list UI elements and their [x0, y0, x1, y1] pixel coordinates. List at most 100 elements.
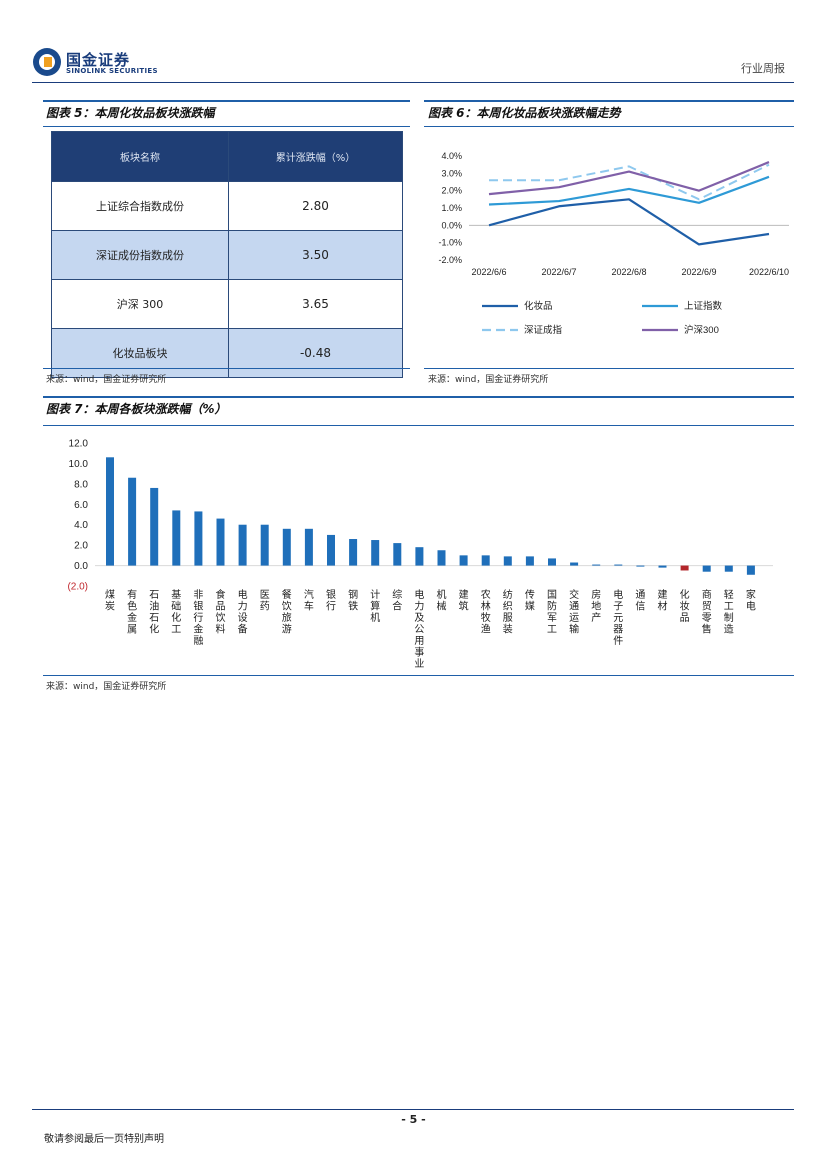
- category-label: 食品饮料: [216, 588, 226, 636]
- y-tick-label: -1.0%: [438, 238, 462, 248]
- category-label: 轻工制造: [724, 588, 734, 636]
- sector-name-cell: 化妆品板块: [51, 328, 229, 378]
- category-label: 房地产: [591, 588, 601, 624]
- sector-value-cell: 2.80: [228, 181, 403, 231]
- y-tick-label: -2.0%: [438, 255, 462, 265]
- category-label: 电力及公用事业: [414, 588, 424, 670]
- category-label: 传媒: [525, 589, 535, 613]
- x-tick-label: 2022/6/8: [611, 267, 646, 277]
- y-tick-label: 4.0: [74, 520, 88, 531]
- bar: [327, 534, 335, 566]
- bar: [437, 550, 446, 566]
- y-tick-label: 4.0%: [441, 151, 462, 161]
- bar: [614, 564, 623, 566]
- legend-label: 化妆品: [524, 300, 553, 312]
- y-tick-label: (2.0): [67, 582, 88, 593]
- bar: [636, 565, 645, 567]
- bar: [260, 524, 269, 566]
- category-label: 综合: [392, 588, 402, 613]
- fig6-bottom-rule: [424, 368, 794, 369]
- sector-value-cell: 3.50: [228, 230, 403, 280]
- table-row: 化妆品板块 -0.48: [51, 328, 403, 378]
- y-tick-label: 1.0%: [441, 203, 462, 213]
- y-tick-label: 2.0%: [441, 186, 462, 196]
- fig5-bottom-rule: [43, 368, 410, 369]
- fig6-title-rule: [424, 126, 794, 127]
- category-label: 农林牧渔: [481, 588, 491, 636]
- fig6-source: 来源：wind，国金证券研究所: [428, 375, 549, 385]
- category-label: 汽车: [304, 588, 314, 613]
- table-row: 上证综合指数成份 2.80: [51, 181, 403, 231]
- fig7-title-rule: [43, 425, 794, 426]
- category-label: 计算机: [370, 588, 380, 624]
- category-label: 通信: [635, 589, 645, 613]
- page-number: - 5 -: [401, 1113, 426, 1126]
- bar: [570, 562, 579, 566]
- category-label: 煤炭: [105, 588, 115, 613]
- category-label: 商贸零售: [702, 588, 712, 636]
- category-label: 基础化工: [171, 588, 181, 636]
- company-name-en: SINOLINK SECURITIES: [66, 67, 158, 75]
- bar: [459, 555, 468, 566]
- category-label: 化妆品: [680, 588, 690, 624]
- bar: [238, 524, 247, 566]
- sector-value-cell: 3.65: [228, 279, 403, 329]
- y-tick-label: 0.0: [74, 561, 88, 572]
- category-label: 石油石化: [149, 590, 159, 636]
- fig7-source: 来源：wind，国金证券研究所: [46, 682, 167, 692]
- category-label: 机械: [437, 588, 447, 613]
- x-tick-label: 2022/6/7: [541, 267, 576, 277]
- table-header-row: 板块名称 累计涨跌幅（%）: [51, 131, 403, 182]
- bar: [282, 528, 291, 566]
- y-tick-label: 12.0: [69, 439, 89, 450]
- bar: [128, 477, 137, 566]
- bar: [525, 556, 534, 566]
- header-divider: [32, 82, 794, 83]
- y-tick-label: 2.0: [74, 541, 88, 552]
- bar: [724, 565, 733, 572]
- bar: [592, 564, 601, 566]
- x-tick-label: 2022/6/10: [749, 267, 789, 277]
- report-type: 行业周报: [741, 62, 785, 75]
- bar: [349, 539, 358, 566]
- bar: [194, 511, 203, 566]
- table-row: 沪深 300 3.65: [51, 279, 403, 329]
- y-tick-label: 3.0%: [441, 168, 462, 178]
- bar: [371, 540, 380, 566]
- category-label: 银行: [326, 588, 336, 613]
- fig5-title: 图表 5：本周化妆品板块涨跌幅: [46, 106, 215, 120]
- company-name-cn: 国金证券: [66, 51, 131, 69]
- y-tick-label: 8.0: [74, 479, 88, 490]
- fig7-title: 图表 7：本周各板块涨跌幅（%）: [46, 402, 227, 416]
- category-label: 医药: [260, 589, 270, 613]
- bar: [393, 543, 402, 566]
- series-line: [488, 175, 770, 206]
- series-line: [488, 198, 770, 246]
- y-tick-label: 0.0%: [441, 220, 462, 230]
- company-logo-icon: [33, 48, 61, 76]
- category-label: 有色金属: [127, 588, 137, 636]
- category-label: 电力设备: [238, 588, 248, 636]
- fig7-bottom-rule: [43, 675, 794, 676]
- table-row: 深证成份指数成份 3.50: [51, 230, 403, 280]
- fig5-source: 来源：wind，国金证券研究所: [46, 375, 167, 385]
- column-header: 累计涨跌幅（%）: [228, 131, 403, 182]
- bar: [172, 510, 181, 566]
- bar: [304, 528, 313, 566]
- x-tick-label: 2022/6/6: [471, 267, 506, 277]
- disclaimer-note: 敬请参阅最后一页特别声明: [44, 1134, 164, 1145]
- category-label: 家电: [746, 588, 756, 613]
- category-label: 交通运输: [569, 588, 579, 636]
- fig5-title-rule: [43, 126, 410, 127]
- sector-name-cell: 上证综合指数成份: [51, 181, 229, 231]
- fig6-title: 图表 6：本周化妆品板块涨跌幅走势: [428, 106, 621, 120]
- fig5-top-rule: [43, 100, 410, 102]
- legend-label: 上证指数: [684, 300, 723, 312]
- series-line: [489, 163, 770, 201]
- category-label: 电子元器件: [613, 588, 623, 647]
- column-header: 板块名称: [51, 131, 229, 182]
- bar: [216, 518, 225, 566]
- bar: [415, 547, 424, 566]
- category-label: 纺织服装: [503, 588, 513, 636]
- fig7-bar-chart: 12.0 10.0 8.0 6.0 4.0 2.0 0.0 (2.0) 煤炭 有色金属 石油石化 基础…: [67, 439, 773, 670]
